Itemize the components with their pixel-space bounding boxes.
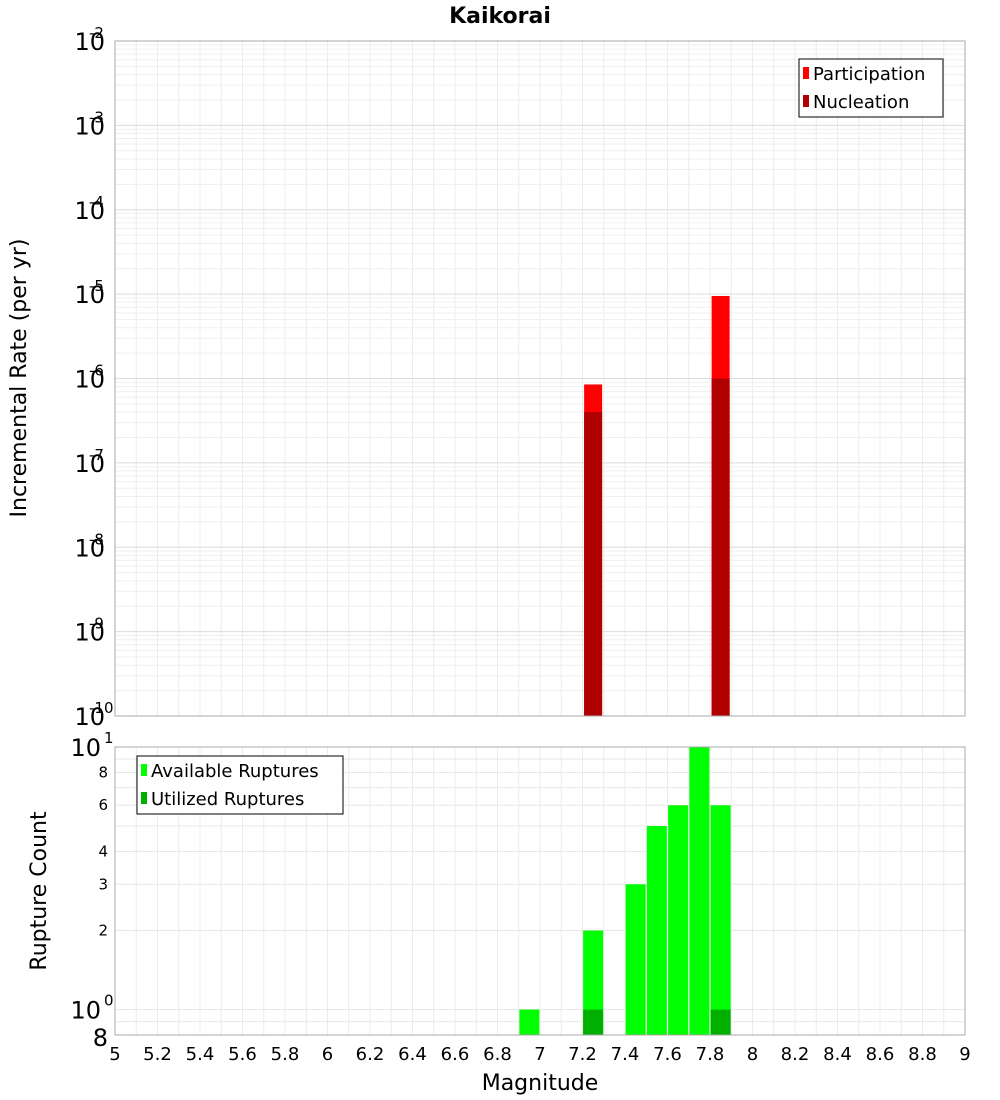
x-tick-label: 7.6	[653, 1044, 682, 1065]
bottom-y-tick-exponent: 0	[104, 992, 114, 1010]
x-tick-label: 5.2	[143, 1044, 172, 1065]
nucleation-legend-swatch	[803, 95, 809, 107]
bottom-y-tick-base: 10	[70, 997, 101, 1025]
top-y-tick: 10-8	[74, 530, 105, 562]
x-tick-label: 8.6	[866, 1044, 895, 1065]
bottom-y-minor-tick: 8	[98, 763, 108, 781]
available-ruptures-bar	[519, 1009, 540, 1035]
top-y-tick-base: 10	[74, 197, 105, 225]
available-ruptures-bar	[689, 747, 710, 1035]
top-y-tick: 10-5	[74, 277, 105, 309]
x-tick-label: 5.8	[271, 1044, 300, 1065]
available-ruptures-bar	[710, 805, 731, 1035]
top-y-tick-exponent: -2	[89, 24, 104, 42]
top-y-tick-exponent: -4	[89, 193, 104, 211]
x-tick-label: 7.8	[696, 1044, 725, 1065]
x-tick-label: 7	[534, 1044, 545, 1065]
x-tick-label: 6.8	[483, 1044, 512, 1065]
top-y-tick-exponent: -6	[89, 362, 104, 380]
bottom-y-minor-tick: 6	[98, 796, 108, 814]
x-tick-label: 6	[322, 1044, 333, 1065]
x-tick-labels: 5 5.2 5.4 5.6 5.8 6 6.2 6.4 6.6 6.8 7 7.2 7.4 7.6 7.8 8…	[109, 1044, 970, 1065]
top-y-tick: 10-3	[74, 108, 105, 140]
x-tick-label: 6.6	[441, 1044, 470, 1065]
x-tick-label: 5	[109, 1044, 120, 1065]
top-y-tick: 10-4	[74, 193, 105, 225]
nucleation-legend-label: Nucleation	[813, 92, 909, 113]
x-tick-label: 7.4	[611, 1044, 640, 1065]
available-ruptures-legend-label: Available Ruptures	[151, 761, 319, 782]
top-y-tick-exponent: -9	[89, 615, 104, 633]
top-y-tick-base: 10	[74, 366, 105, 394]
bottom-legend-box	[136, 755, 344, 815]
x-tick-label: 7.2	[568, 1044, 597, 1065]
x-tick-label: 5.4	[186, 1044, 215, 1065]
utilized-ruptures-legend-swatch	[141, 792, 147, 804]
top-y-tick-exponent: -8	[89, 530, 104, 548]
bottom-y-axis-min-label: 8	[93, 1024, 108, 1052]
top-y-tick-exponent: -3	[89, 108, 104, 126]
available-ruptures-bar	[668, 805, 689, 1035]
nucleation-bar	[711, 378, 730, 716]
top-y-tick-base: 10	[74, 534, 105, 562]
bottom-y-axis-label: Rupture Count	[27, 811, 52, 971]
x-tick-label: 8.4	[823, 1044, 852, 1065]
bottom-plot-frame	[114, 746, 966, 1036]
utilized-ruptures-bar	[710, 1009, 731, 1035]
top-y-tick-exponent: -7	[89, 446, 104, 464]
utilized-ruptures-legend-label: Utilized Ruptures	[151, 789, 304, 810]
bottom-y-minor-tick: 3	[98, 875, 108, 893]
top-plot-bars	[584, 296, 730, 716]
bottom-y-major-tick: 10 1	[70, 729, 113, 762]
bottom-y-minor-tick: 2	[98, 922, 108, 940]
top-y-tick: 10-7	[74, 446, 105, 478]
top-y-tick: 10-10	[74, 699, 113, 731]
top-y-tick-base: 10	[74, 619, 105, 647]
available-ruptures-bar	[646, 826, 667, 1035]
top-y-tick-exponent: -5	[89, 277, 104, 295]
top-y-tick-base: 10	[74, 281, 105, 309]
x-axis-label: Magnitude	[482, 1071, 599, 1096]
top-legend: Participation Nucleation	[798, 58, 944, 118]
bottom-plot-bars	[519, 747, 731, 1035]
top-y-tick-exponent: -10	[89, 699, 114, 717]
available-ruptures-bar	[583, 930, 604, 1035]
top-plot-frame	[114, 40, 966, 717]
available-ruptures-bar	[625, 884, 646, 1035]
x-tick-label: 6.4	[398, 1044, 427, 1065]
bottom-y-tick-base: 10	[70, 734, 101, 762]
chart-title: Kaikorai	[449, 4, 551, 29]
x-tick-label: 9	[959, 1044, 970, 1065]
bottom-y-major-tick: 10 0	[70, 992, 113, 1025]
top-y-tick: 10-2	[74, 24, 105, 56]
top-y-tick-labels: 10-210-310-410-510-610-710-810-910-10	[74, 24, 113, 731]
bottom-legend: Available Ruptures Utilized Ruptures	[136, 755, 344, 815]
top-y-tick-base: 10	[74, 450, 105, 478]
x-tick-label: 6.2	[356, 1044, 385, 1065]
available-ruptures-legend-swatch	[141, 764, 147, 776]
bottom-y-tick-exponent: 1	[104, 729, 114, 747]
x-tick-label: 8.2	[781, 1044, 810, 1065]
top-legend-box	[798, 58, 944, 118]
top-plot-gridlines	[114, 41, 966, 717]
bottom-y-minor-tick: 4	[98, 842, 108, 860]
utilized-ruptures-bar	[583, 1009, 604, 1035]
participation-legend-label: Participation	[813, 64, 925, 85]
top-y-tick-base: 10	[74, 28, 105, 56]
top-y-axis-label: Incremental Rate (per yr)	[7, 239, 32, 518]
nucleation-bar	[584, 412, 603, 716]
top-y-tick: 10-6	[74, 362, 105, 394]
x-tick-label: 8.8	[908, 1044, 937, 1065]
top-y-tick: 10-9	[74, 615, 105, 647]
top-y-tick-base: 10	[74, 703, 105, 731]
x-tick-label: 8	[747, 1044, 758, 1065]
x-tick-label: 5.6	[228, 1044, 257, 1065]
participation-legend-swatch	[803, 67, 809, 79]
top-y-tick-base: 10	[74, 112, 105, 140]
